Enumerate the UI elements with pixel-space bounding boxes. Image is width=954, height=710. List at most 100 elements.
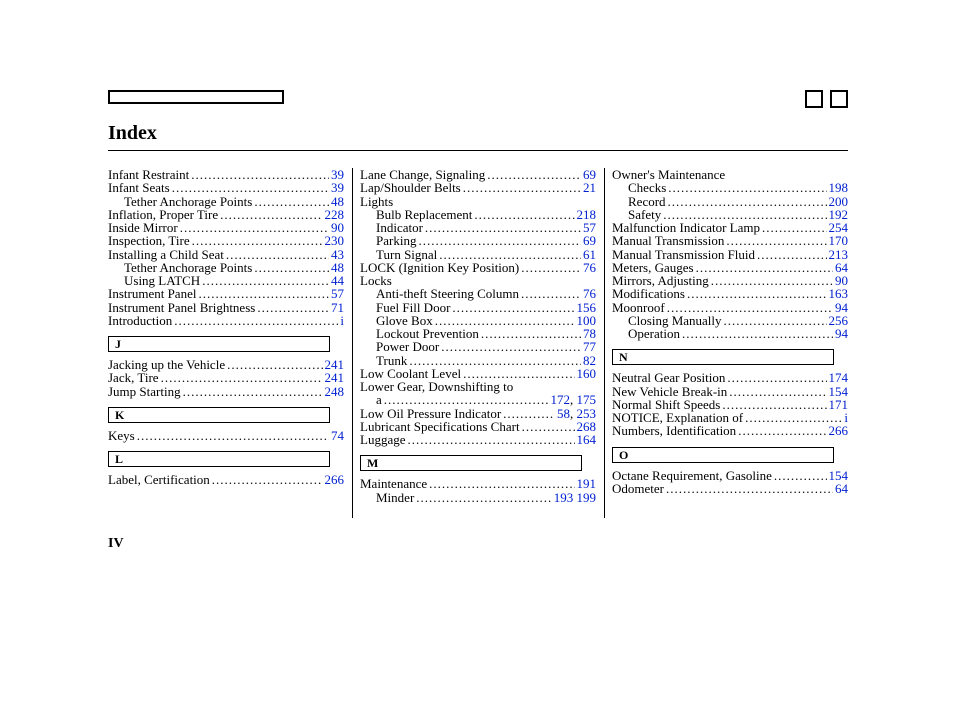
index-entry: Lubricant Specifications Chart268 (360, 420, 596, 433)
index-page-link[interactable]: 94 (835, 301, 848, 314)
index-page-link[interactable]: 90 (331, 221, 344, 234)
leader-dots (774, 469, 827, 482)
index-page-link[interactable]: 77 (583, 340, 596, 353)
index-page-link[interactable]: 100 (577, 314, 597, 327)
index-entry: Jacking up the Vehicle241 (108, 358, 344, 371)
index-page-link[interactable]: 174 (829, 371, 849, 384)
leader-dots (416, 491, 551, 504)
index-page-link[interactable]: i (844, 411, 848, 424)
index-entry-label: Octane Requirement, Gasoline (612, 469, 772, 482)
index-entry-label: Bulb Replacement (376, 208, 472, 221)
index-page-link[interactable]: 213 (829, 248, 849, 261)
index-entry: Mirrors, Adjusting90 (612, 274, 848, 287)
index-entry-label: Neutral Gear Position (612, 371, 725, 384)
index-page-link[interactable]: 191 (577, 477, 597, 490)
index-page-link[interactable]: 69 (583, 234, 596, 247)
index-page-link[interactable]: 248 (325, 385, 345, 398)
index-page-link[interactable]: 44 (331, 274, 344, 287)
index-page-link[interactable]: 218 (577, 208, 597, 221)
title-rule (108, 150, 848, 151)
leader-dots (254, 261, 329, 274)
index-page-link[interactable]: 39 (331, 168, 344, 181)
index-page-link[interactable]: 57 (583, 221, 596, 234)
index-page-link[interactable]: 64 (835, 482, 848, 495)
index-page-link[interactable]: 71 (331, 301, 344, 314)
index-page-link[interactable]: 57 (331, 287, 344, 300)
index-entry-label: New Vehicle Break-in (612, 385, 727, 398)
index-page-link[interactable]: 198 (829, 181, 849, 194)
index-page-link[interactable]: 172, 175 (551, 393, 597, 406)
leader-dots (667, 301, 833, 314)
index-entry: Low Oil Pressure Indicator 58, 253 (360, 407, 596, 420)
index-page-link[interactable]: 164 (577, 433, 597, 446)
index-entry-label: Infant Restraint (108, 168, 189, 181)
index-page-link[interactable]: 76 (583, 287, 596, 300)
index-page-link[interactable]: 69 (583, 168, 596, 181)
index-page-link[interactable]: 61 (583, 248, 596, 261)
index-page-link[interactable]: 200 (829, 195, 849, 208)
index-column: Owner's MaintenanceChecks198Record200Saf… (612, 168, 848, 518)
index-entry-label: Lockout Prevention (376, 327, 479, 340)
index-entry: Maintenance191 (360, 477, 596, 490)
index-entry: Operation94 (612, 327, 848, 340)
index-page-link[interactable]: 74 (331, 429, 344, 442)
index-page-link[interactable]: 76 (583, 261, 596, 274)
index-page-link[interactable]: 21 (583, 181, 596, 194)
index-page-link[interactable]: 193 199 (554, 491, 596, 504)
index-page-link[interactable]: i (340, 314, 344, 327)
index-page-link[interactable]: 90 (835, 274, 848, 287)
column-separator (604, 168, 605, 518)
index-page-link[interactable]: 266 (325, 473, 345, 486)
index-page-link[interactable]: 78 (583, 327, 596, 340)
index-page-link[interactable]: 156 (577, 301, 597, 314)
index-entry: Turn Signal61 (360, 248, 596, 261)
index-entry-label: Locks (360, 274, 392, 287)
index-page-link[interactable]: 192 (829, 208, 849, 221)
index-entry: Inspection, Tire230 (108, 234, 344, 247)
index-page-link[interactable]: 254 (829, 221, 849, 234)
index-entry-label: Closing Manually (628, 314, 722, 327)
index-page-link[interactable]: 154 (829, 469, 849, 482)
index-entry: Odometer64 (612, 482, 848, 495)
leader-dots (722, 398, 826, 411)
index-page-link[interactable]: 266 (829, 424, 849, 437)
index-entry: Octane Requirement, Gasoline 154 (612, 469, 848, 482)
index-page-link[interactable]: 94 (835, 327, 848, 340)
index-page-link[interactable]: 228 (325, 208, 345, 221)
index-page-link[interactable]: 230 (325, 234, 345, 247)
index-entry: Meters, Gauges64 (612, 261, 848, 274)
leader-dots (522, 420, 575, 433)
index-entry: Tether Anchorage Points48 (108, 195, 344, 208)
leader-dots (666, 482, 833, 495)
index-page-link[interactable]: 82 (583, 354, 596, 367)
index-entry-label: Minder (376, 491, 414, 504)
index-entry-label: Low Oil Pressure Indicator (360, 407, 501, 420)
index-page-link[interactable]: 64 (835, 261, 848, 274)
index-page-link[interactable]: 241 (325, 371, 345, 384)
leader-dots (521, 261, 581, 274)
index-page-link[interactable]: 43 (331, 248, 344, 261)
index-page-link[interactable]: 268 (577, 420, 597, 433)
index-page-link[interactable]: 58, 253 (557, 407, 596, 420)
index-entry: Inside Mirror90 (108, 221, 344, 234)
index-entry: Installing a Child Seat43 (108, 248, 344, 261)
index-entry-label: Numbers, Identification (612, 424, 736, 437)
index-page-link[interactable]: 163 (829, 287, 849, 300)
leader-dots (452, 301, 574, 314)
index-entry: Numbers, Identification 266 (612, 424, 848, 437)
index-page-link[interactable]: 170 (829, 234, 849, 247)
index-page-link[interactable]: 160 (577, 367, 597, 380)
index-page-link[interactable]: 39 (331, 181, 344, 194)
index-page-link[interactable]: 154 (829, 385, 849, 398)
index-entry-label: Lane Change, Signaling (360, 168, 485, 181)
index-page-link[interactable]: 48 (331, 261, 344, 274)
index-entry-label: Anti-theft Steering Column (376, 287, 519, 300)
header-ornament-bar (108, 90, 284, 104)
leader-dots (180, 221, 329, 234)
index-page-link[interactable]: 171 (829, 398, 849, 411)
index-page-link[interactable]: 256 (829, 314, 849, 327)
index-page-link[interactable]: 241 (325, 358, 345, 371)
index-entry: Keys74 (108, 429, 344, 442)
index-page-link[interactable]: 48 (331, 195, 344, 208)
leader-dots (407, 433, 574, 446)
